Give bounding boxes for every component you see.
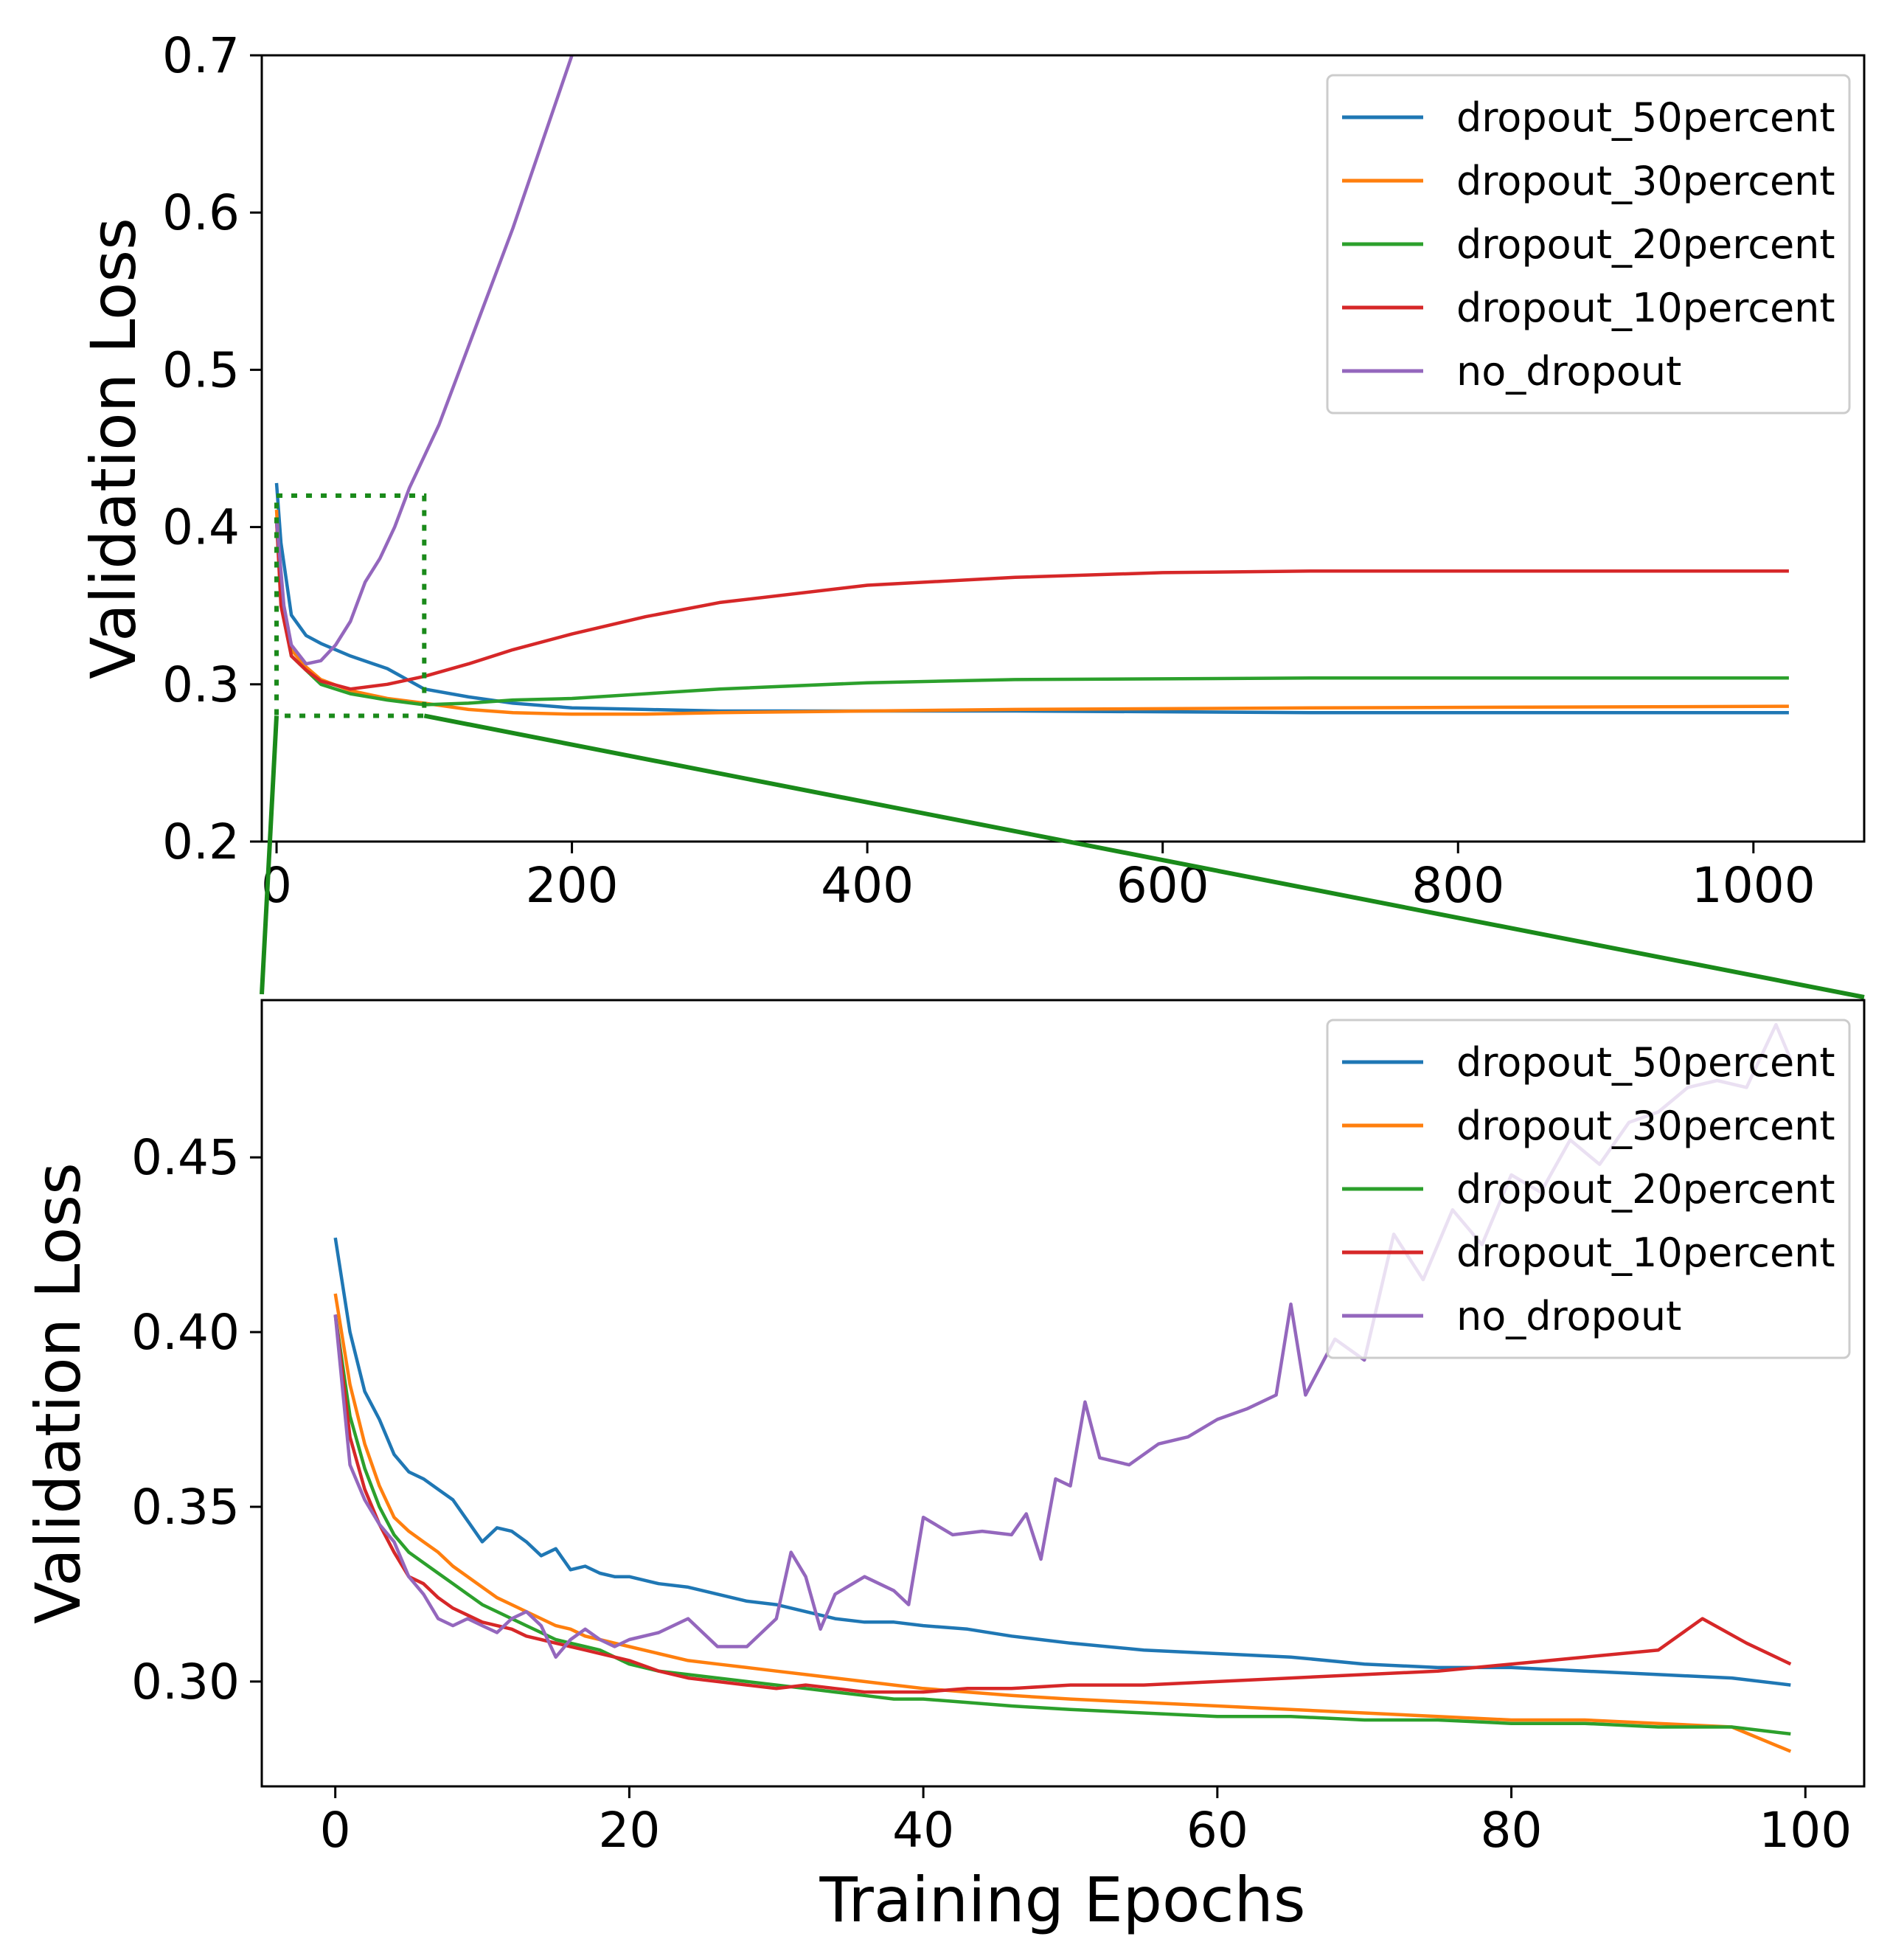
top-y-tick-label: 0.2 [162,814,240,870]
bottom-y-axis-title: Validation Loss [22,1162,94,1624]
bottom-plot-frame [260,999,1866,1788]
top-zoom-box [274,493,427,718]
bottom-y-ticks: 0.30 0.35 0.40 0.45 [131,1129,262,1710]
top-legend-label-dropout-50percent: dropout_50percent [1456,94,1835,141]
zoom-connector-right [423,713,1865,999]
bottom-legend-label-dropout-50percent: dropout_50percent [1456,1039,1835,1086]
bottom-y-tick-label: 0.30 [131,1654,240,1710]
top-series-lines [274,55,1789,716]
top-y-axis-title: Validation Loss [77,218,150,679]
top-y-tick-label: 0.5 [162,341,240,398]
bottom-panel: 0 20 40 60 80 100 0.30 0.35 0.40 0.45 Validation… [22,999,1866,1936]
top-x-tick-label: 400 [821,857,914,914]
bottom-legend-label-no-dropout: no_dropout [1456,1293,1681,1339]
bottom-line-dropout-30percent [333,1293,1792,1753]
top-x-tick-label: 200 [526,857,619,914]
bottom-x-axis-title: Training Epochs [819,1864,1305,1936]
top-line-dropout-30percent [274,509,1789,716]
zoom-box [274,493,427,718]
bottom-legend-label-dropout-20percent: dropout_20percent [1456,1166,1835,1213]
top-y-tick-label: 0.3 [162,656,240,713]
bottom-legend-box [1326,1019,1851,1359]
top-legend: dropout_50percent dropout_30percentdropou… [1326,74,1851,415]
top-line-no-dropout [274,55,574,666]
top-legend-label-dropout-30percent: dropout_30percent [1456,158,1835,204]
top-y-tick-label: 0.4 [162,499,240,556]
top-legend-box [1326,74,1851,415]
bottom-x-ticks: 0 20 40 60 80 100 [320,1786,1852,1859]
top-y-tick-label: 0.7 [162,27,240,84]
top-y-tick-label: 0.6 [162,184,240,241]
zoom-connector-left [260,715,279,995]
zoom-connectors [260,713,1865,999]
top-legend-label-no-dropout: no_dropout [1456,348,1681,395]
bottom-legend-label-dropout-10percent: dropout_10percent [1456,1230,1835,1276]
bottom-line-dropout-10percent [333,1314,1792,1694]
top-line-dropout-10percent [274,519,1789,691]
bottom-x-tick-label: 60 [1186,1802,1248,1859]
bottom-legend: dropout_50percent dropout_30percentdropou… [1326,1019,1851,1359]
top-y-ticks: 0.2 0.3 0.4 0.5 0.6 0.7 [162,27,262,870]
bottom-x-tick-label: 0 [320,1802,351,1859]
bottom-legend-label-dropout-30percent: dropout_30percent [1456,1103,1835,1149]
bottom-line-dropout-50percent [333,1237,1791,1687]
top-panel: 0 200 400 600 800 1000 0.20.30.40.50.60.7 Val… [77,27,1866,914]
top-legend-label-dropout-10percent: dropout_10percent [1456,285,1835,331]
top-legend-label-dropout-20percent: dropout_20percent [1456,221,1835,268]
top-x-tick-label: 1000 [1692,857,1816,914]
bottom-x-tick-label: 20 [598,1802,660,1859]
bottom-y-tick-label: 0.45 [131,1129,240,1186]
top-x-tick-label: 800 [1411,857,1504,914]
bottom-y-tick-label: 0.40 [131,1304,240,1361]
bottom-x-tick-label: 40 [892,1802,954,1859]
bottom-line-dropout-20percent [333,1314,1791,1736]
bottom-y-tick-label: 0.35 [131,1479,240,1536]
bottom-x-tick-label: 100 [1759,1802,1852,1859]
bottom-x-tick-label: 80 [1481,1802,1543,1859]
